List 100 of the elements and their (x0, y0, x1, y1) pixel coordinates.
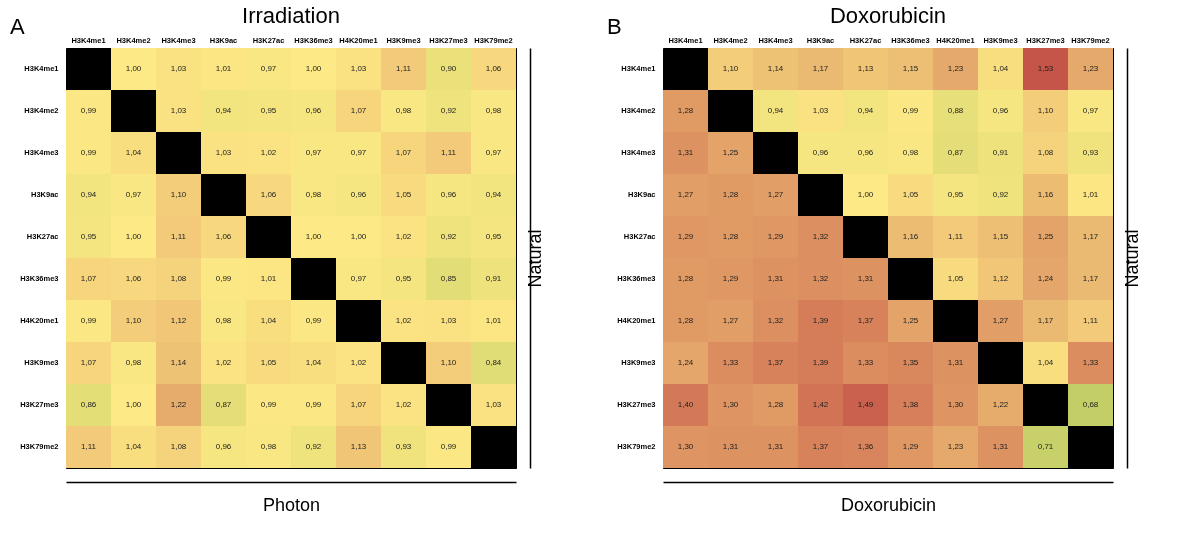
data-label: 1,00 (305, 64, 322, 73)
data-label: 1,03 (170, 64, 187, 73)
data-label: 1,17 (1082, 274, 1099, 283)
data-label: 1,04 (125, 148, 142, 157)
data-label: 0,87 (215, 400, 232, 409)
data-label: 1,04 (260, 316, 277, 325)
data-label: 1,31 (767, 442, 784, 451)
data-label: 0,97 (350, 148, 367, 157)
data-label: 1,29 (902, 442, 919, 451)
data-label: 1,12 (992, 274, 1009, 283)
data-label: 1,08 (170, 274, 187, 283)
data-label: 1,15 (902, 64, 919, 73)
data-label: 1,17 (1037, 316, 1054, 325)
data-label: 0,97 (125, 190, 142, 199)
data-label: 1,06 (215, 232, 232, 241)
data-label: 1,00 (350, 232, 367, 241)
data-label: 0,98 (215, 316, 232, 325)
data-label: 1,27 (767, 190, 784, 199)
data-label: 1,02 (395, 232, 412, 241)
data-label: 0,99 (80, 148, 97, 157)
data-label: 1,39 (812, 316, 829, 325)
data-label: 1,35 (902, 358, 919, 367)
data-label: 1,10 (722, 64, 739, 73)
data-label: 0,97 (350, 274, 367, 283)
data-label: 1,02 (350, 358, 367, 367)
data-label: 1,04 (125, 442, 142, 451)
data-label: 1,03 (812, 106, 829, 115)
data-label: 1,40 (677, 400, 694, 409)
data-label: 1,03 (485, 400, 502, 409)
data-label: 1,28 (677, 316, 694, 325)
data-label: 0,97 (305, 148, 322, 157)
data-label: 1,36 (857, 442, 874, 451)
data-label: 1,42 (812, 400, 829, 409)
data-label: 1,05 (902, 190, 919, 199)
data-label: 0,99 (260, 400, 277, 409)
data-label: 1,31 (677, 148, 694, 157)
data-label: 0,99 (80, 106, 97, 115)
data-label: 1,28 (677, 274, 694, 283)
chart-title: Doxorubicin (829, 3, 947, 28)
data-label: 1,06 (125, 274, 142, 283)
data-label: 0,87 (947, 148, 964, 157)
data-label: 1,10 (1037, 106, 1054, 115)
data-label: 0,96 (857, 148, 874, 157)
data-label: 0,95 (947, 190, 964, 199)
data-label: 1,39 (812, 358, 829, 367)
data-label: 0,99 (305, 316, 322, 325)
data-label: 1,30 (677, 442, 694, 451)
data-label: 1,00 (125, 400, 142, 409)
data-label: 0,68 (1082, 400, 1099, 409)
data-label: 1,02 (260, 148, 277, 157)
data-label: 1,07 (350, 106, 367, 115)
data-label: 1,01 (215, 64, 232, 73)
data-label: 0,95 (260, 106, 277, 115)
data-label: 1,13 (857, 64, 874, 73)
data-label: 1,15 (992, 232, 1009, 241)
data-label: 0,95 (485, 232, 502, 241)
data-label: 1,28 (767, 400, 784, 409)
data-label: 0,96 (440, 190, 457, 199)
data-label: 1,10 (440, 358, 457, 367)
data-label: 0,88 (947, 106, 964, 115)
data-label: 0,94 (485, 190, 502, 199)
data-label: 1,29 (767, 232, 784, 241)
data-label: 1,04 (1037, 358, 1054, 367)
data-label: 1,27 (677, 190, 694, 199)
data-label: 1,23 (1082, 64, 1099, 73)
data-label: 1,38 (902, 400, 919, 409)
data-label: 0,96 (305, 106, 322, 115)
y2-axis-title: Natural (1121, 229, 1142, 288)
data-label: 1,31 (722, 442, 739, 451)
data-label: 1,02 (395, 316, 412, 325)
data-label: 1,00 (125, 64, 142, 73)
data-label: 0,84 (485, 358, 502, 367)
data-label: 1,13 (350, 442, 367, 451)
data-label: 0,97 (1082, 106, 1099, 115)
data-label: 1,16 (1037, 190, 1054, 199)
data-label: 0,98 (125, 358, 142, 367)
data-label: 1,32 (767, 316, 784, 325)
data-label: 1,08 (170, 442, 187, 451)
data-label: 1,31 (767, 274, 784, 283)
data-label: 1,03 (215, 148, 232, 157)
data-label: 1,02 (215, 358, 232, 367)
data-label: 1,00 (305, 232, 322, 241)
data-label: 0,97 (485, 148, 502, 157)
data-label: 0,86 (80, 400, 97, 409)
data-label: 1,11 (396, 64, 412, 73)
data-label: 0,98 (485, 106, 502, 115)
data-label: 0,94 (80, 190, 97, 199)
data-label: 0,95 (80, 232, 97, 241)
data-label: 0,99 (902, 106, 919, 115)
data-label: 0,92 (305, 442, 322, 451)
data-label: 0,85 (440, 274, 457, 283)
data-label: 1,07 (395, 148, 412, 157)
data-label: 1,11 (441, 148, 457, 157)
data-label: 1,01 (260, 274, 277, 283)
data-label: 1,07 (80, 358, 97, 367)
data-label: 1,07 (350, 400, 367, 409)
x-axis-title: Doxorubicin (840, 494, 937, 515)
data-label: 0,99 (215, 274, 232, 283)
data-label: 1,30 (947, 400, 964, 409)
data-label: 1,37 (857, 316, 874, 325)
